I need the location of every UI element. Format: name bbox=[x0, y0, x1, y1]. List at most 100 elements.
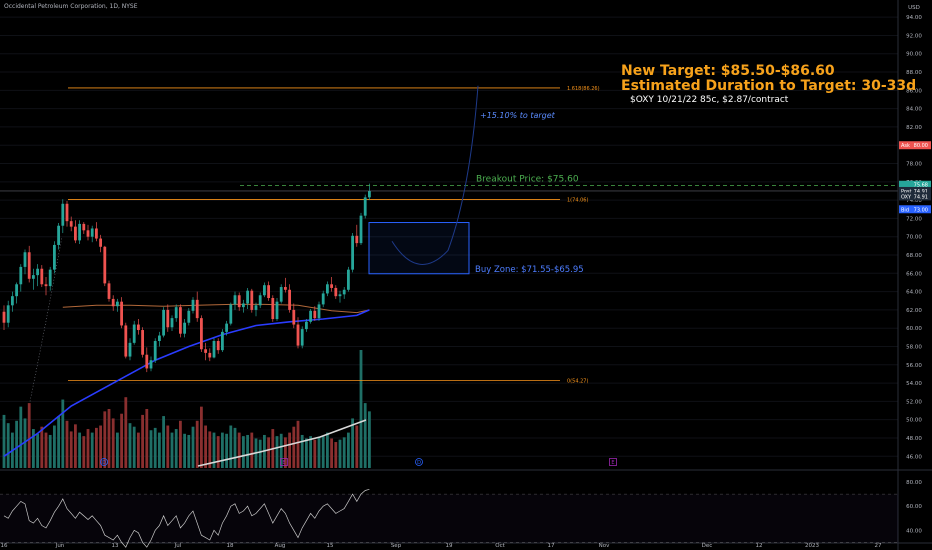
volume-bar bbox=[233, 427, 237, 468]
x-tick-label: 2023 bbox=[805, 543, 819, 549]
candle-body bbox=[153, 341, 157, 361]
candle-body bbox=[305, 321, 308, 330]
candle-body bbox=[212, 341, 216, 358]
candle-body bbox=[111, 298, 115, 307]
volume-bar bbox=[292, 426, 296, 468]
annotations: Breakout Price: $75.60 +15.10% to target D… bbox=[0, 85, 898, 467]
duration-note: Estimated Duration to Target: 30-33d bbox=[621, 78, 917, 94]
earnings-marker[interactable]: E bbox=[609, 458, 617, 467]
dividend-marker[interactable]: D bbox=[415, 458, 423, 467]
volume-bar bbox=[317, 437, 321, 468]
earnings-marker-box bbox=[280, 458, 288, 466]
rsi-tick-label: 80.00 bbox=[906, 480, 922, 486]
volume-bar bbox=[242, 436, 245, 468]
volume-bar bbox=[162, 416, 165, 468]
candle-body bbox=[338, 294, 342, 297]
volume-bar bbox=[120, 413, 123, 468]
candle-body bbox=[132, 324, 136, 343]
volume-bar bbox=[36, 433, 39, 468]
volume-bar bbox=[166, 425, 170, 468]
volume-bar bbox=[124, 397, 128, 468]
candle-body bbox=[284, 287, 287, 290]
price-axis-value: 74.91 bbox=[914, 189, 928, 195]
candle-body bbox=[187, 310, 191, 323]
dividend-marker[interactable]: D bbox=[100, 458, 108, 467]
rsi-pane[interactable]: 80.00 60.00 40.00 bbox=[0, 469, 932, 548]
price-axis-value: 74.91 bbox=[914, 194, 928, 200]
candle-body bbox=[78, 223, 81, 241]
x-tick-label: 19 bbox=[446, 543, 453, 549]
volume-bar bbox=[95, 427, 98, 468]
volume-bar bbox=[258, 439, 262, 468]
volume-bar bbox=[250, 432, 254, 468]
candle-body bbox=[271, 298, 275, 320]
price-axis-label-bg bbox=[899, 205, 931, 214]
candle-body bbox=[128, 342, 132, 357]
volume-bar bbox=[61, 399, 65, 468]
candle-body bbox=[124, 325, 128, 357]
candle-body bbox=[263, 285, 266, 296]
x-tick-label: Dec bbox=[702, 543, 713, 549]
volume-bar bbox=[57, 416, 60, 468]
volume-bar bbox=[158, 432, 161, 468]
fib-level-label: 0(54.27) bbox=[567, 379, 588, 385]
x-tick-label: Jun bbox=[55, 543, 65, 549]
y-tick-label: 46.00 bbox=[906, 454, 922, 460]
volume-bar bbox=[40, 426, 44, 468]
y-tick-label: 92.00 bbox=[906, 33, 922, 39]
volume-bar bbox=[78, 432, 81, 468]
volume-bar bbox=[187, 434, 191, 468]
earnings-marker[interactable]: E bbox=[280, 458, 288, 467]
y-tick-label: 60.00 bbox=[906, 326, 922, 332]
candle-body bbox=[82, 223, 86, 231]
candles[interactable] bbox=[2, 183, 371, 373]
price-axis-label-bg bbox=[899, 192, 931, 201]
volume-bar bbox=[145, 409, 149, 468]
fib-level-label: 1.618(86.26) bbox=[567, 86, 600, 92]
volume-bar bbox=[368, 411, 371, 468]
volume-bar bbox=[334, 442, 338, 468]
marker-label: E bbox=[611, 460, 614, 466]
volume-bar bbox=[195, 420, 199, 468]
breakout-label: Breakout Price: $75.60 bbox=[476, 174, 579, 184]
y-tick-label: 72.00 bbox=[906, 216, 922, 222]
volume-ma-line bbox=[197, 419, 367, 467]
x-tick-label: Oct bbox=[495, 543, 505, 549]
rsi-tick-label: 40.00 bbox=[906, 528, 922, 534]
volume-bar bbox=[111, 418, 115, 468]
rsi-tick-label: 60.00 bbox=[906, 504, 922, 510]
candle-body bbox=[27, 252, 31, 279]
time-axis[interactable]: 16 Jun 13 Jul 18 Aug 15 Sep 19 Oct 17 Nov Dec 12 2023 2… bbox=[1, 543, 882, 549]
candle-body bbox=[170, 318, 174, 328]
candle-body bbox=[19, 266, 23, 285]
price-axis-label-bg bbox=[899, 180, 931, 189]
price-axis[interactable]: USD 46.00 48.00 50.00 52.00 54.00 56.00 58.00 60… bbox=[897, 0, 931, 550]
candle-body bbox=[120, 301, 123, 326]
candle-body bbox=[116, 301, 119, 307]
candle-body bbox=[99, 238, 102, 247]
x-tick-label: 27 bbox=[875, 543, 882, 549]
volume-bar bbox=[15, 420, 18, 468]
x-tick-label: Nov bbox=[599, 543, 610, 549]
candle-body bbox=[313, 310, 317, 319]
candle-body bbox=[74, 226, 77, 241]
y-tick-label: 66.00 bbox=[906, 271, 922, 277]
candle-body bbox=[2, 311, 6, 323]
volume-bar bbox=[86, 429, 90, 468]
earnings-marker-box bbox=[609, 458, 617, 466]
candle-body bbox=[242, 303, 245, 308]
target-pct-label: +15.10% to target bbox=[480, 111, 556, 120]
volume-bar bbox=[296, 420, 300, 468]
candle-body bbox=[363, 197, 367, 216]
candle-body bbox=[368, 190, 371, 198]
buy-zone[interactable]: Buy Zone: $71.55-$65.95 bbox=[368, 222, 584, 275]
candle-body bbox=[69, 221, 73, 227]
candle-body bbox=[204, 349, 207, 353]
candle-body bbox=[191, 299, 195, 311]
candle-body bbox=[40, 268, 44, 285]
x-tick-label: 16 bbox=[1, 543, 8, 549]
volume-bar bbox=[48, 434, 52, 468]
price-axis-label-bg bbox=[899, 186, 931, 195]
candle-body bbox=[267, 285, 270, 299]
